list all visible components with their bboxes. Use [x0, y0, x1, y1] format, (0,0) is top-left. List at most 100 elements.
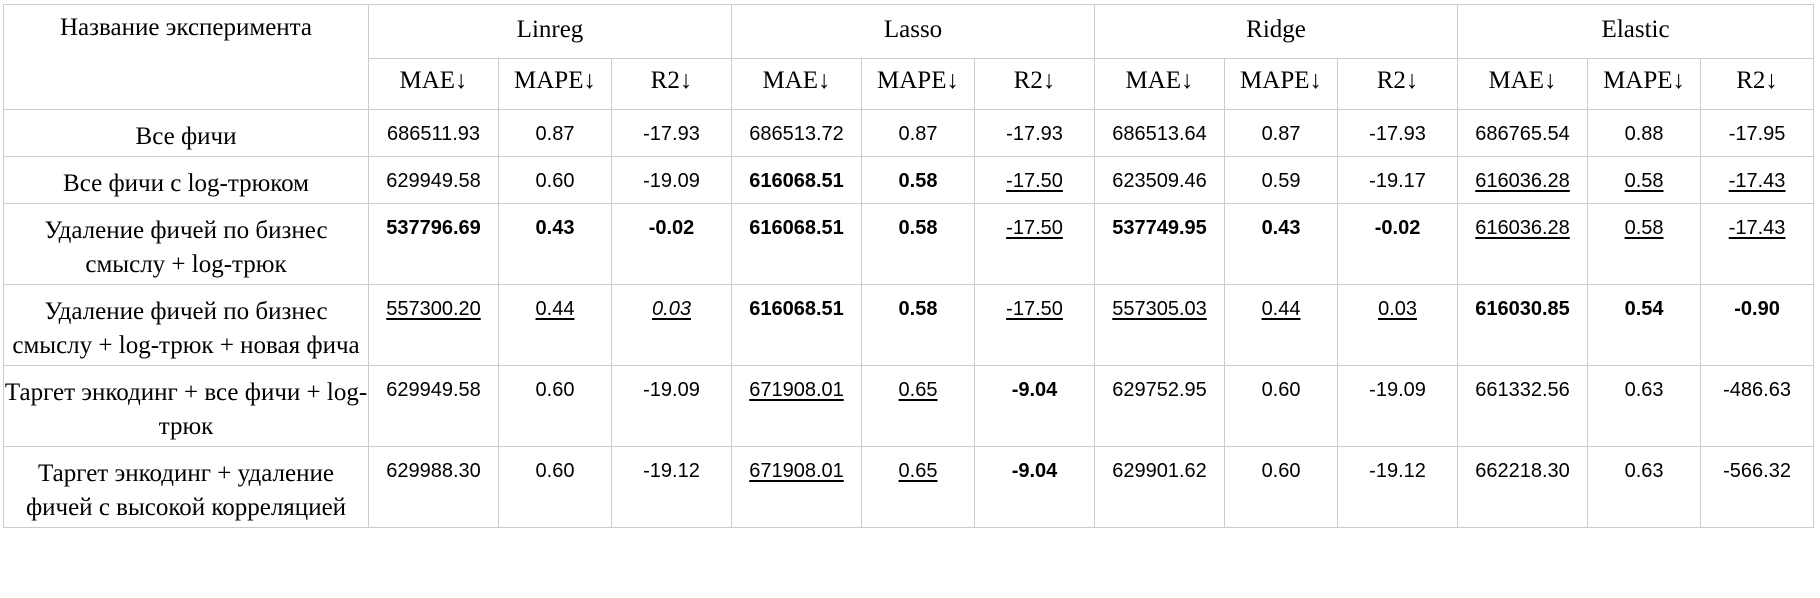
metric-header-r2: R2↓	[1337, 58, 1459, 110]
metric-cell: 671908.01	[731, 446, 862, 528]
metric-header-mae: MAE↓	[731, 58, 862, 110]
metric-cell: 0.87	[498, 109, 612, 157]
metric-value: 0.63	[1624, 379, 1664, 401]
metric-cell: 0.58	[1587, 156, 1702, 204]
metric-value: 537796.69	[386, 217, 481, 239]
metric-cell: 0.60	[1224, 446, 1339, 528]
metric-cell: 616036.28	[1457, 203, 1589, 285]
metric-cell: 0.03	[611, 284, 732, 366]
metric-cell: -9.04	[973, 365, 1096, 447]
metric-value: 629752.95	[1112, 379, 1207, 401]
metric-value: 616068.51	[749, 298, 844, 320]
metric-cell: -17.50	[973, 203, 1096, 285]
metric-value: 537749.95	[1112, 217, 1207, 239]
header-row-models: Название эксперимента Linreg Lasso Ridge…	[3, 4, 1815, 110]
metric-cell: 0.43	[1224, 203, 1339, 285]
metric-value: 0.60	[1261, 460, 1301, 482]
metric-value: 686513.64	[1112, 123, 1207, 145]
metric-value: 629901.62	[1112, 460, 1207, 482]
metric-value: 0.59	[1261, 170, 1301, 192]
metric-cell: 0.60	[498, 446, 612, 528]
metric-cell: -17.93	[1337, 109, 1459, 157]
metric-cell: -17.95	[1700, 109, 1815, 157]
metric-cell: 616036.28	[1457, 156, 1589, 204]
experiment-name-cell: Удаление фичей по бизнес смыслу + log-тр…	[3, 284, 369, 366]
metric-cell: 537749.95	[1094, 203, 1226, 285]
metric-cell: -486.63	[1700, 365, 1815, 447]
metric-cell: 623509.46	[1094, 156, 1226, 204]
metric-cell: 0.60	[498, 365, 612, 447]
metric-cell: 0.60	[498, 156, 612, 204]
metric-header-mape: MAPE↓	[1587, 58, 1702, 110]
metric-cell: 0.54	[1587, 284, 1702, 366]
metric-value: 0.58	[898, 298, 938, 320]
metric-cell: 0.43	[498, 203, 612, 285]
metric-value: -17.93	[643, 123, 700, 145]
metric-cell: 0.60	[1224, 365, 1339, 447]
metric-cell: 0.65	[861, 446, 975, 528]
metric-value: 0.87	[898, 123, 938, 145]
metric-value: 0.44	[1261, 298, 1301, 320]
metric-value: 686513.72	[749, 123, 844, 145]
metric-cell: -566.32	[1700, 446, 1815, 528]
metric-cell: 662218.30	[1457, 446, 1589, 528]
metric-value: 671908.01	[749, 379, 844, 401]
metric-cell: -17.50	[973, 156, 1096, 204]
metric-value: 557300.20	[386, 298, 481, 320]
table-row: Удаление фичей по бизнес смыслу + log-тр…	[3, 284, 1815, 366]
metric-cell: 671908.01	[731, 365, 862, 447]
metric-cell: 0.87	[861, 109, 975, 157]
metric-value: -0.02	[648, 217, 695, 239]
experiment-name-header: Название эксперимента	[3, 4, 369, 110]
metric-value: 0.58	[1624, 170, 1664, 192]
model-header-linreg: Linreg	[368, 4, 732, 59]
metric-cell: -19.12	[1337, 446, 1459, 528]
experiment-name-cell: Все фичи с log-трюком	[3, 156, 369, 204]
metric-cell: 0.87	[1224, 109, 1339, 157]
model-header-ridge: Ridge	[1094, 4, 1459, 59]
metric-cell: 0.03	[1337, 284, 1459, 366]
metric-cell: 686513.64	[1094, 109, 1226, 157]
metric-cell: -17.93	[973, 109, 1096, 157]
metric-value: 0.54	[1624, 298, 1664, 320]
metric-value: 629949.58	[386, 170, 481, 192]
metric-header-r2: R2↓	[611, 58, 732, 110]
metric-cell: 0.44	[1224, 284, 1339, 366]
metric-cell: -17.50	[973, 284, 1096, 366]
metric-value: -486.63	[1723, 379, 1791, 401]
metric-value: 0.43	[1261, 217, 1301, 239]
metric-cell: 0.88	[1587, 109, 1702, 157]
metric-value: 0.60	[535, 460, 575, 482]
metric-value: -17.43	[1728, 217, 1786, 239]
metric-value: -19.12	[1369, 460, 1426, 482]
metric-value: 0.63	[1624, 460, 1664, 482]
metric-value: 616036.28	[1475, 217, 1570, 239]
metric-value: -0.02	[1374, 217, 1421, 239]
metric-cell: -0.02	[611, 203, 732, 285]
metric-cell: 616068.51	[731, 284, 862, 366]
metric-cell: 629901.62	[1094, 446, 1226, 528]
metric-value: 0.87	[1261, 123, 1301, 145]
metric-value: 0.60	[535, 379, 575, 401]
metric-value: -19.09	[1369, 379, 1426, 401]
metric-header-mape: MAPE↓	[498, 58, 612, 110]
experiment-name-cell: Таргет энкодинг + все фичи + log-трюк	[3, 365, 369, 447]
metric-value: -17.95	[1728, 123, 1786, 145]
metric-cell: -19.09	[1337, 365, 1459, 447]
metric-cell: 616068.51	[731, 203, 862, 285]
metric-cell: 629949.58	[368, 156, 499, 204]
metric-cell: -17.43	[1700, 156, 1815, 204]
metric-value: 616068.51	[749, 217, 844, 239]
metric-value: -17.50	[1006, 217, 1063, 239]
metric-value: 557305.03	[1112, 298, 1207, 320]
metric-cell: 629752.95	[1094, 365, 1226, 447]
metric-value: -0.90	[1734, 298, 1780, 320]
model-header-elastic: Elastic	[1457, 4, 1815, 59]
metric-cell: 0.65	[861, 365, 975, 447]
metric-value: -19.09	[643, 379, 700, 401]
table-body: Все фичи 686511.93 0.87 -17.93 686513.72 0.87…	[3, 109, 1815, 528]
metric-cell: 537796.69	[368, 203, 499, 285]
metric-header-mae: MAE↓	[1094, 58, 1226, 110]
metric-cell: -0.90	[1700, 284, 1815, 366]
metric-value: 616068.51	[749, 170, 844, 192]
